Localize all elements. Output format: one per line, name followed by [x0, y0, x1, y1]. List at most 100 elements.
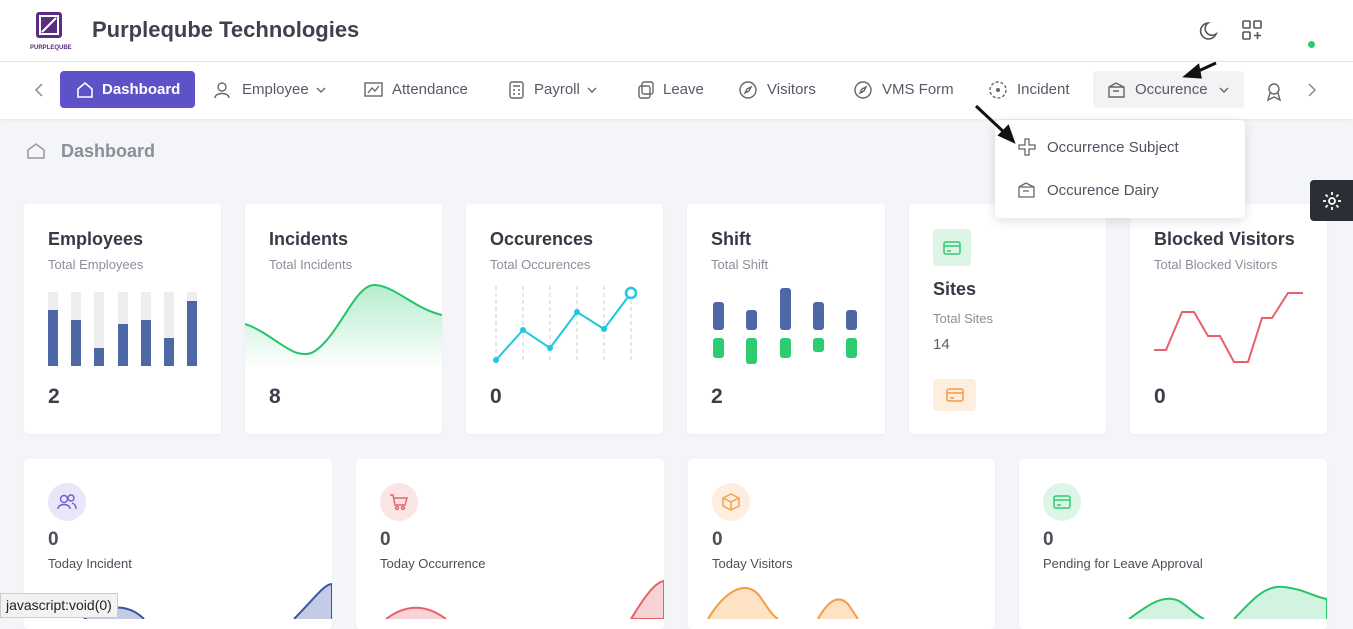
sparkline: [1154, 292, 1303, 363]
card-icon: [712, 483, 750, 521]
nav-item[interactable]: Payroll: [508, 71, 610, 108]
nav-label: Employee: [242, 81, 309, 98]
card-value: 0: [1043, 529, 1054, 550]
card-title: Occurences: [490, 229, 594, 249]
stat-card: Occurences Total Occurences 0: [466, 204, 663, 434]
nav-icon: [1108, 81, 1125, 98]
card-title: Incidents: [269, 229, 349, 249]
card-value: 2: [711, 385, 723, 408]
nav-item[interactable]: Dashboard: [60, 71, 195, 108]
sparkline: [707, 587, 859, 619]
nav-icon: [739, 80, 757, 99]
card-value: 0: [48, 529, 59, 550]
dropdown-item[interactable]: Occurrence Subject: [1017, 137, 1179, 157]
nav-item[interactable]: VMS Form: [854, 71, 954, 108]
nav-item[interactable]: Attendance: [364, 71, 468, 108]
chevron: [587, 87, 597, 93]
card-icon: [933, 229, 971, 266]
summary-card: 0 Today Visitors: [688, 459, 995, 629]
nav-next[interactable]: [1305, 82, 1319, 98]
nav-icon-more[interactable]: [1264, 82, 1284, 102]
dropdown-menu: Occurrence Subject Occurence Dairy: [995, 120, 1245, 218]
nav-item[interactable]: Employee: [214, 71, 339, 108]
sparkline: [385, 579, 664, 619]
card-value: 8: [269, 385, 281, 408]
item-label: Occurrence Subject: [1047, 138, 1179, 156]
stat-card: Blocked Visitors Total Blocked Visitors …: [1130, 204, 1327, 434]
card-label: Pending for Leave Approval: [1043, 556, 1203, 571]
card-value: 0: [490, 385, 502, 408]
card-value: 2: [48, 385, 60, 408]
stat-card: Incidents Total Incidents 8: [245, 204, 442, 434]
sparkline: [245, 283, 442, 369]
sparkline: [1128, 585, 1327, 619]
card-title: Blocked Visitors: [1154, 229, 1295, 249]
card-icon: [48, 483, 86, 521]
card-icon: [1043, 483, 1081, 521]
status-bar: javascript:void(0): [0, 593, 118, 618]
nav-item[interactable]: Occurence: [1093, 71, 1244, 108]
logo[interactable]: PURPLEQUBE: [30, 10, 72, 51]
nav-label: VMS Form: [882, 81, 954, 98]
nav-icon: [509, 80, 524, 99]
header: PURPLEQUBE Purpleqube Technologies: [0, 0, 1353, 62]
card-subtitle: Total Blocked Visitors: [1154, 257, 1278, 272]
nav-bar: Dashboard Employee Attendance Payroll Le…: [0, 62, 1353, 119]
sparkline: [713, 288, 857, 364]
nav-item[interactable]: Visitors: [739, 71, 816, 108]
nav-label: Incident: [1017, 81, 1070, 98]
nav-label: Payroll: [534, 81, 580, 98]
settings-button[interactable]: [1310, 180, 1353, 221]
card-icon: [933, 379, 976, 411]
card-value: 0: [380, 529, 391, 550]
nav-icon: [638, 80, 654, 99]
theme-toggle[interactable]: [1198, 19, 1222, 43]
card-label: Today Visitors: [712, 556, 793, 571]
company-title: Purpleqube Technologies: [92, 17, 360, 42]
nav-prev[interactable]: [32, 82, 46, 98]
nav-icon: [989, 80, 1007, 99]
nav-label: Dashboard: [102, 81, 181, 98]
summary-card: 0 Pending for Leave Approval: [1019, 459, 1327, 629]
logo-icon: [36, 12, 62, 38]
card-title: Employees: [48, 229, 144, 249]
nav-icon: [854, 80, 872, 99]
item-label: Occurence Dairy: [1047, 181, 1159, 199]
nav-icon: [214, 81, 230, 98]
card-label: Today Occurrence: [380, 556, 486, 571]
nav-label: Attendance: [392, 81, 468, 98]
sparkline: [493, 286, 638, 363]
nav-icon: [77, 81, 93, 98]
card-title: Shift: [711, 229, 751, 249]
breadcrumb-icon: [27, 143, 45, 159]
apps-button[interactable]: [1241, 19, 1265, 43]
nav-label: Leave: [663, 81, 704, 98]
card-subtitle: Total Shift: [711, 257, 769, 272]
logo-text: PURPLEQUBE: [30, 45, 72, 51]
online-dot: [1308, 41, 1315, 48]
item-icon: [1018, 182, 1035, 198]
chevron: [1219, 87, 1229, 93]
card-subtitle: Total Occurences: [490, 257, 591, 272]
stat-card: Sites Total Sites 14: [909, 204, 1106, 434]
nav-item[interactable]: Incident: [989, 71, 1070, 108]
summary-card: 0 Today Occurrence: [356, 459, 664, 629]
card-title: Sites: [933, 279, 977, 299]
card-value: 0: [1154, 385, 1166, 408]
item-icon: [1018, 138, 1036, 156]
nav-label: Occurence: [1135, 81, 1208, 98]
card-icon: [380, 483, 418, 521]
card-subtitle: Total Incidents: [269, 257, 353, 272]
dropdown-item[interactable]: Occurence Dairy: [1017, 181, 1159, 199]
card-subtitle: Total Employees: [48, 257, 144, 272]
nav-icon: [364, 81, 383, 97]
stat-card: Employees Total Employees 2: [24, 204, 221, 434]
nav-label: Visitors: [767, 81, 816, 98]
annotation-arrows: [974, 61, 1217, 144]
card-subtitle: Total Sites: [933, 311, 993, 326]
sparkline: [48, 292, 197, 366]
nav-item[interactable]: Leave: [637, 71, 704, 108]
stat-card: Shift Total Shift 2: [687, 204, 885, 434]
card-label: Today Incident: [48, 556, 132, 571]
